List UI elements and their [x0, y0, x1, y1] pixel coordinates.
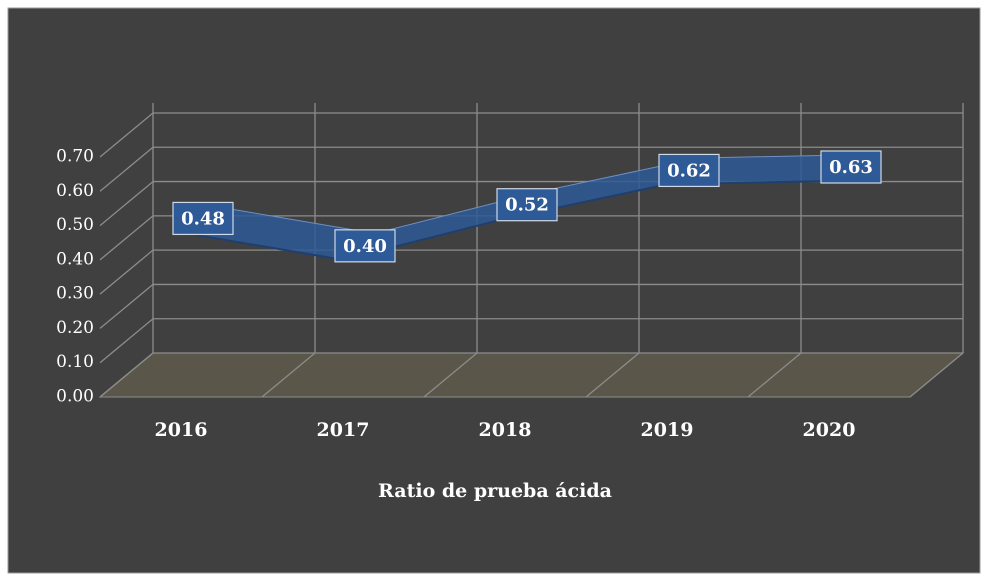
- y-tick-label: 0.20: [56, 318, 94, 338]
- x-tick-label: 2018: [479, 419, 532, 441]
- grid-side: [99, 283, 154, 329]
- y-tick-label: 0.70: [56, 147, 94, 167]
- y-tick-label: 0.50: [56, 215, 94, 235]
- x-tick-label: 2017: [317, 419, 370, 441]
- grid-side: [99, 215, 154, 261]
- data-label-box: [172, 201, 234, 236]
- y-tick-label: 0.40: [56, 249, 94, 269]
- floor-line: [747, 352, 802, 398]
- grid-side: [99, 112, 154, 158]
- data-label-box: [334, 229, 396, 263]
- data-label-box: [496, 188, 558, 222]
- grid-side: [99, 352, 154, 398]
- data-label-box: [820, 150, 882, 184]
- y-tick-label: 0.00: [56, 387, 94, 407]
- x-tick-label: 2019: [641, 419, 694, 441]
- chart-area: [7, 7, 981, 574]
- floor: [98, 352, 965, 398]
- grid-side: [99, 249, 154, 295]
- x-tick-label: 2020: [803, 419, 856, 441]
- data-label: 0.62: [667, 160, 711, 181]
- x-axis-title: Ratio de prueba ácida: [378, 480, 612, 502]
- floor-line: [909, 352, 964, 398]
- floor-line: [585, 352, 640, 398]
- data-label: 0.40: [343, 236, 387, 257]
- y-tick-label: 0.60: [56, 181, 94, 201]
- floor-line: [423, 352, 478, 398]
- data-label-box: [658, 153, 720, 188]
- floor-line: [261, 352, 316, 398]
- y-tick-label: 0.30: [56, 284, 94, 304]
- y-tick-label: 0.10: [56, 352, 94, 372]
- grid-side: [99, 181, 154, 227]
- grid-side: [99, 318, 154, 364]
- data-label: 0.52: [505, 195, 549, 216]
- x-tick-label: 2016: [155, 419, 208, 441]
- data-label: 0.63: [829, 157, 873, 178]
- data-label: 0.48: [181, 208, 225, 229]
- grid-side: [99, 146, 154, 192]
